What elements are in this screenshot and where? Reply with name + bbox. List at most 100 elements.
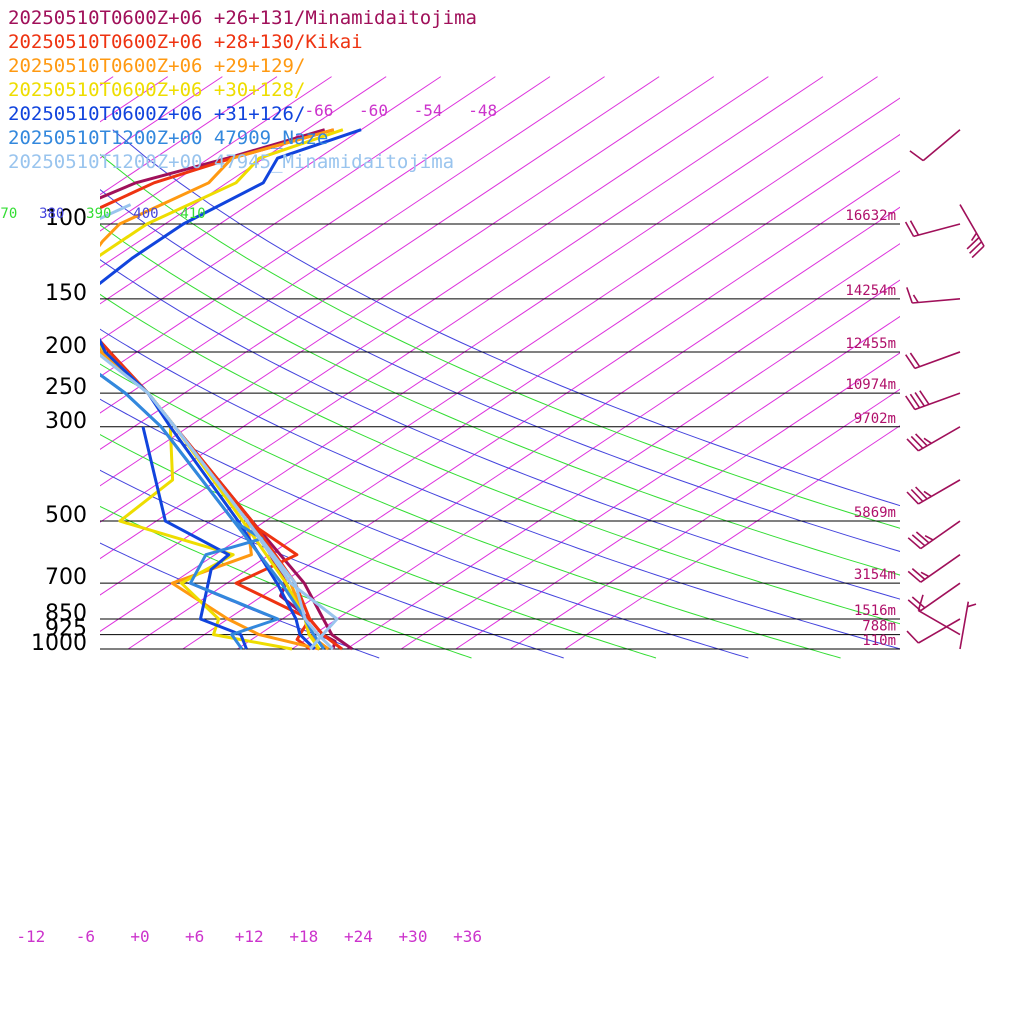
height-label: 10974m xyxy=(845,377,896,393)
wind-barb-half xyxy=(923,490,932,498)
isotherm-line xyxy=(455,352,900,650)
wind-barb-full xyxy=(915,486,928,500)
isotherm-line xyxy=(100,76,496,341)
height-label: 14254m xyxy=(845,283,896,299)
wind-barb-half xyxy=(924,534,934,541)
legend-entry: 20250510T0600Z+06 +28+130/Kikai xyxy=(8,31,363,53)
pressure-label: 150 xyxy=(45,281,87,306)
isotherm-line xyxy=(100,76,278,196)
upper-temperature-label: -60 xyxy=(359,101,388,120)
pressure-label: 1000 xyxy=(31,631,87,656)
dry-adiabat-line xyxy=(100,328,900,650)
isotherm-line xyxy=(100,76,442,305)
pressure-label: 300 xyxy=(45,409,87,434)
dry-adiabat-line xyxy=(100,398,749,659)
isotherm-line xyxy=(100,76,605,414)
wind-barb-full xyxy=(914,392,925,407)
temperature-tick-label: +24 xyxy=(344,927,373,946)
isotherm-line xyxy=(100,76,387,269)
legend-entry: 20250510T0600Z+06 +29+129/ xyxy=(8,55,305,77)
dry-adiabat-line xyxy=(100,505,472,659)
height-label: 1516m xyxy=(854,603,896,619)
wind-barb-full xyxy=(909,150,924,162)
height-label: 5869m xyxy=(854,505,896,521)
temperature-tick-label: -6 xyxy=(76,927,95,946)
wind-barb-half xyxy=(923,437,932,444)
dry-adiabat-line xyxy=(100,293,900,625)
height-label: 110m xyxy=(862,633,896,649)
dry-adiabat-line xyxy=(100,189,900,552)
wind-barb-shaft xyxy=(918,618,961,644)
legend-entry: 20250510T0600Z+06 +30+128/ xyxy=(8,79,305,101)
isotherm-line xyxy=(182,170,900,650)
isotherm-line xyxy=(237,206,900,650)
wind-barb-full xyxy=(905,395,916,410)
isotherm-line xyxy=(0,77,4,649)
upper-temperature-label: -48 xyxy=(468,101,497,120)
pressure-label: 925 xyxy=(45,617,87,642)
temperature-tick-label: +18 xyxy=(289,927,318,946)
wind-barb-half xyxy=(912,294,919,303)
wind-barb-full xyxy=(969,241,983,254)
dry-adiabat-line xyxy=(100,542,380,659)
legend-entry: 20250510T0600Z+06 +26+131/Minamidaitojim… xyxy=(8,7,477,29)
wind-barb-full xyxy=(910,488,924,502)
pressure-label: 850 xyxy=(45,601,87,626)
wind-barb-full xyxy=(966,236,980,250)
theta-label: 400 xyxy=(133,206,158,222)
legend: 20250510T0600Z+06 +26+131/Minamidaitojim… xyxy=(8,7,477,173)
wind-barb-shaft xyxy=(917,479,961,505)
legend-entry: 20250510T0600Z+06 +31+126/ xyxy=(8,103,305,125)
wind-barb-shaft xyxy=(912,298,961,304)
wind-barb-shaft xyxy=(959,204,985,247)
height-label: 12455m xyxy=(845,336,896,352)
wind-barb-full xyxy=(907,537,922,550)
dry-adiabat-line xyxy=(100,224,900,576)
isotherm-grid xyxy=(0,76,900,650)
upper-temperature-label: -66 xyxy=(304,101,333,120)
temperature-tick-labels: -36-30-24-18-12-6+0+6+12+18+24+30+36 xyxy=(16,927,482,946)
isotherm-line xyxy=(400,315,900,650)
dewpoint-line xyxy=(100,353,339,650)
theta-label: 410 xyxy=(180,206,205,222)
isotherm-line xyxy=(100,76,769,523)
dewpoint-line xyxy=(100,372,280,650)
dry-adiabat-grid xyxy=(100,129,900,659)
dry-adiabat-line xyxy=(112,129,900,507)
dewpoint-line xyxy=(141,426,248,650)
theta-label: 370 xyxy=(0,206,17,222)
theta-labels: 0320330340350360370380390400410 xyxy=(0,206,206,222)
wind-barb-full xyxy=(904,221,915,237)
wind-barb-full xyxy=(905,354,916,369)
wind-barbs xyxy=(904,129,985,650)
pressure-label: 500 xyxy=(45,503,87,528)
legend-entry: 20250510T1200Z+00 47909_Naze xyxy=(8,127,328,149)
wind-barb-shaft xyxy=(959,601,970,650)
wind-barb-full xyxy=(915,531,930,544)
dry-adiabat-line xyxy=(100,259,900,600)
wind-barb-shaft xyxy=(914,351,961,370)
wind-barb-full xyxy=(909,352,921,368)
pressure-label: 200 xyxy=(45,334,87,359)
wind-barb-full xyxy=(910,435,924,449)
wind-barb-shaft xyxy=(920,520,961,550)
wind-barb-shaft xyxy=(914,392,961,411)
height-label: 9702m xyxy=(854,411,896,427)
isotherm-line xyxy=(100,76,824,560)
wind-barb-full xyxy=(906,630,919,644)
temperature-line xyxy=(100,128,343,651)
isotherm-line xyxy=(510,388,900,650)
wind-barb-half xyxy=(967,603,977,608)
temperature-tick-label: +30 xyxy=(399,927,428,946)
wind-barb-shaft xyxy=(918,609,961,636)
temperature-line xyxy=(100,128,362,651)
pressure-label: 250 xyxy=(45,375,87,400)
wind-barb-full xyxy=(911,567,926,581)
wind-barb-full xyxy=(917,594,924,611)
wind-barb-full xyxy=(906,438,919,452)
wind-barb-pennant xyxy=(906,287,913,304)
temperature-tick-label: +12 xyxy=(235,927,264,946)
theta-label: 380 xyxy=(39,206,64,222)
temperature-tick-label: +0 xyxy=(130,927,149,946)
